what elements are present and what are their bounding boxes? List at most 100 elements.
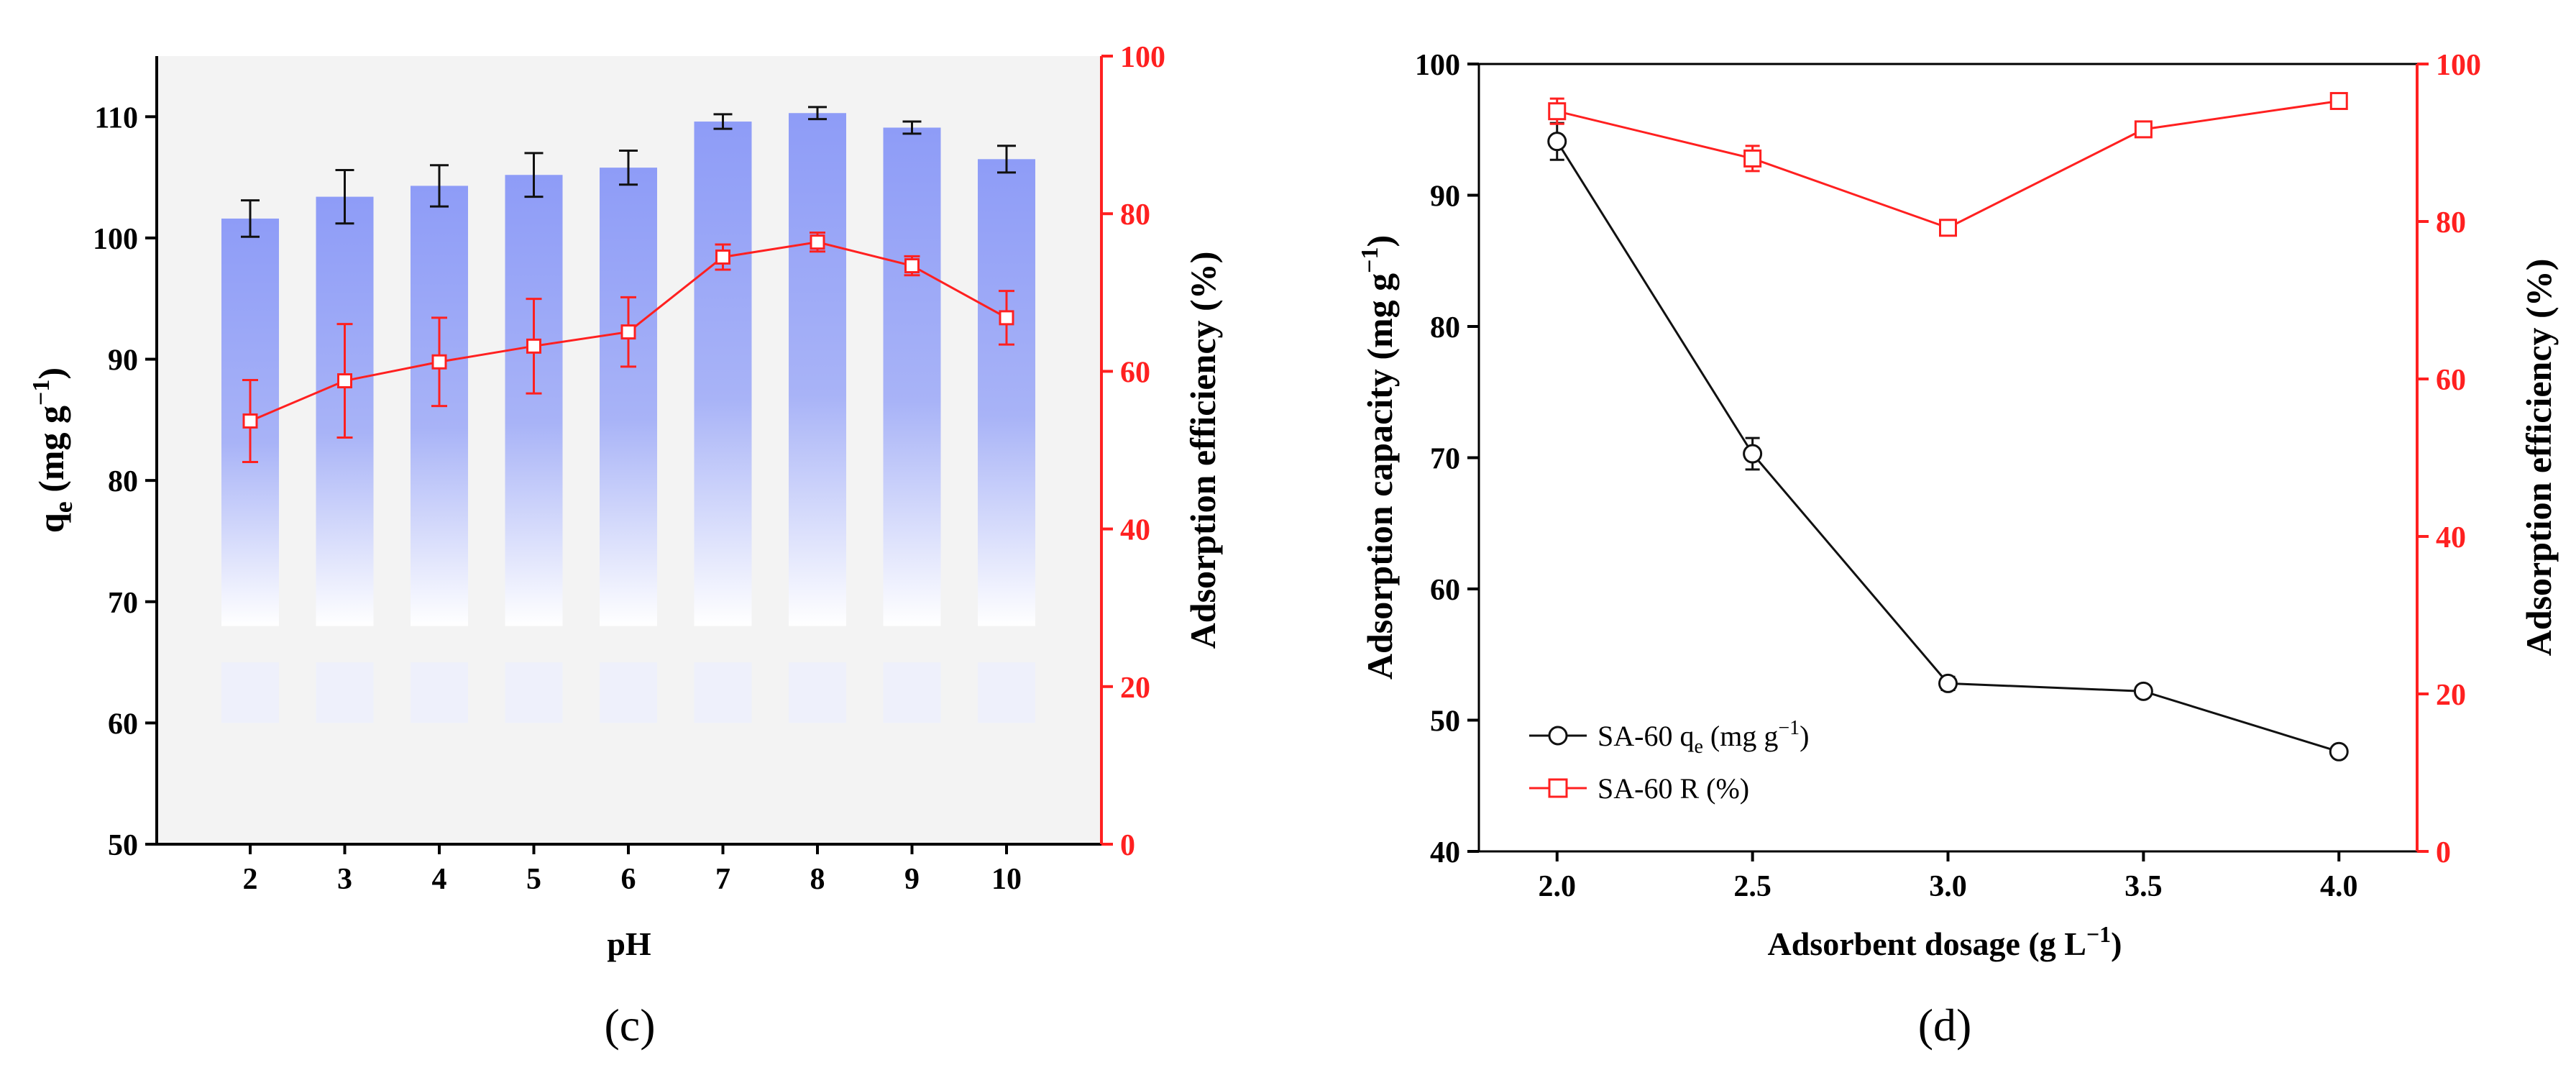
x-tick-label: 3.0	[1929, 870, 1967, 903]
efficiency-point-2.5	[1743, 149, 1762, 168]
legend-efficiency-marker	[1548, 778, 1568, 798]
bar-error-ph-6	[619, 150, 638, 186]
bar-reflection-6	[600, 662, 657, 723]
right-tick-label: 40	[1120, 514, 1150, 547]
x-tick-label: 7	[715, 863, 730, 896]
bar-reflection-10	[978, 662, 1035, 723]
capacity-point-3.5	[2133, 681, 2153, 701]
panel-c-left-ticks: 50 60 70 80 90 100 110	[93, 101, 157, 862]
efficiency-point-3.0	[1939, 219, 1957, 237]
panel-c-label: (c)	[604, 1000, 655, 1051]
panel-d-efficiency-line	[1557, 99, 2339, 229]
left-tick-label: 90	[1430, 180, 1460, 214]
bar-error-ph-9	[902, 120, 922, 135]
left-tick-label: 80	[108, 465, 138, 498]
panel-d-efficiency-markers	[1548, 91, 2348, 237]
right-tick-label: 100	[2436, 49, 2481, 82]
panel-c-efficiency-markers	[242, 234, 1014, 429]
efficiency-point-ph-5	[526, 338, 541, 354]
bar-ph-10	[978, 159, 1035, 626]
left-tick-label: 100	[93, 223, 138, 256]
bar-ph-6	[600, 168, 657, 626]
x-tick-label: 2.5	[1733, 870, 1771, 903]
capacity-point-3.0	[1938, 673, 1958, 693]
efficiency-point-2.0	[1548, 102, 1567, 121]
bar-reflection-8	[789, 662, 846, 723]
efficiency-point-ph-2	[242, 413, 258, 429]
x-tick-label: 8	[810, 863, 825, 896]
bar-error-ph-2	[241, 199, 260, 238]
x-tick-label: 6	[621, 863, 636, 896]
right-tick-label: 60	[1120, 356, 1150, 389]
left-tick-label: 90	[108, 344, 138, 378]
efficiency-point-ph-8	[810, 234, 825, 250]
panel-d-chart: 40 50 60 70 80 90 100 0 20 40 60 80 100 2.0 2.5 3.0 3.…	[1357, 49, 2559, 1051]
left-tick-label: 50	[108, 829, 138, 862]
left-tick-label: 50	[1430, 705, 1460, 739]
left-tick-label: 70	[1430, 443, 1460, 476]
x-tick-label: 5	[526, 863, 541, 896]
bar-error-ph-8	[808, 106, 827, 121]
panel-c-chart: 50 60 70 80 90 100 110 0 20 40 60 80 100 2 3 4 5 6 7 8 9 10…	[28, 41, 1223, 1051]
left-tick-label: 60	[108, 708, 138, 741]
efficiency-point-ph-3	[337, 373, 352, 389]
panel-c-left-axis-title: qe (mg g−1)	[28, 367, 78, 533]
right-tick-label: 80	[1120, 198, 1150, 232]
panel-d-right-axis-title: Adsorption efficiency (%)	[2518, 259, 2559, 657]
x-tick-label: 4	[432, 863, 447, 896]
right-tick-label: 0	[1120, 829, 1135, 862]
left-tick-label: 80	[1430, 311, 1460, 344]
panel-c-right-axis-title: Adsorption efficiency (%)	[1183, 252, 1223, 649]
x-tick-label: 3	[337, 863, 352, 896]
bar-reflection-4	[411, 662, 468, 723]
right-tick-label: 40	[2436, 521, 2466, 554]
bar-ph-8	[789, 113, 846, 626]
bar-reflection-9	[883, 662, 941, 723]
x-tick-label: 3.5	[2124, 870, 2163, 903]
left-tick-label: 60	[1430, 574, 1460, 607]
capacity-point-4.0	[2329, 741, 2349, 762]
panel-d-left-axis-title: Adsorption capacity (mg g−1)	[1357, 235, 1400, 680]
efficiency-point-ph-7	[715, 249, 730, 265]
bar-reflection-3	[316, 662, 374, 723]
bar-reflection-5	[505, 662, 563, 723]
right-tick-label: 100	[1120, 41, 1165, 74]
x-tick-label: 2	[243, 863, 258, 896]
capacity-point-2.0	[1547, 132, 1567, 152]
panel-d-x-axis-title: Adsorbent dosage (g L−1)	[1768, 921, 2122, 962]
panel-d-left-ticks: 40 50 60 70 80 90 100	[1415, 49, 1479, 869]
bar-ph-9	[883, 127, 941, 626]
panel-d-capacity-error-bars	[1549, 122, 2347, 757]
x-tick-label: 4.0	[2320, 870, 2358, 903]
bar-reflection-2	[221, 662, 279, 723]
left-tick-label: 110	[94, 101, 138, 134]
right-tick-label: 20	[2436, 679, 2466, 712]
right-tick-label: 0	[2436, 836, 2451, 869]
panel-c-bar-error-bars	[241, 106, 1016, 238]
panel-d-x-ticks: 2.0 2.5 3.0 3.5 4.0	[1539, 851, 2358, 903]
panel-c-x-axis-title: pH	[607, 925, 651, 962]
bar-error-ph-3	[335, 168, 354, 225]
bar-ph-5	[505, 175, 563, 626]
bar-error-ph-4	[430, 164, 449, 208]
efficiency-point-ph-6	[620, 324, 636, 340]
bar-reflection-7	[694, 662, 752, 723]
efficiency-point-4.0	[2329, 91, 2348, 110]
right-tick-label: 60	[2436, 364, 2466, 397]
right-tick-label: 80	[2436, 206, 2466, 239]
legend-capacity-label: SA-60 qe (mg g−1)	[1598, 717, 1809, 758]
legend-efficiency-label: SA-60 R (%)	[1598, 772, 1749, 805]
right-tick-label: 20	[1120, 672, 1150, 705]
left-tick-label: 40	[1430, 836, 1460, 869]
panel-d-label: (d)	[1918, 1000, 1972, 1051]
bar-error-ph-10	[997, 145, 1016, 174]
efficiency-point-3.5	[2134, 120, 2153, 139]
panel-d-legend: SA-60 qe (mg g−1) SA-60 R (%)	[1529, 717, 1809, 805]
left-tick-label: 70	[108, 587, 138, 620]
capacity-point-2.5	[1743, 444, 1763, 464]
efficiency-point-ph-4	[431, 354, 447, 370]
bar-error-ph-7	[713, 113, 733, 130]
x-tick-label: 2.0	[1539, 870, 1577, 903]
panel-c-bars	[221, 113, 1035, 723]
